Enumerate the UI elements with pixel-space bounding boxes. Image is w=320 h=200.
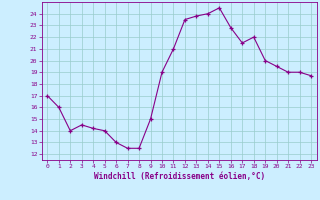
- X-axis label: Windchill (Refroidissement éolien,°C): Windchill (Refroidissement éolien,°C): [94, 172, 265, 181]
